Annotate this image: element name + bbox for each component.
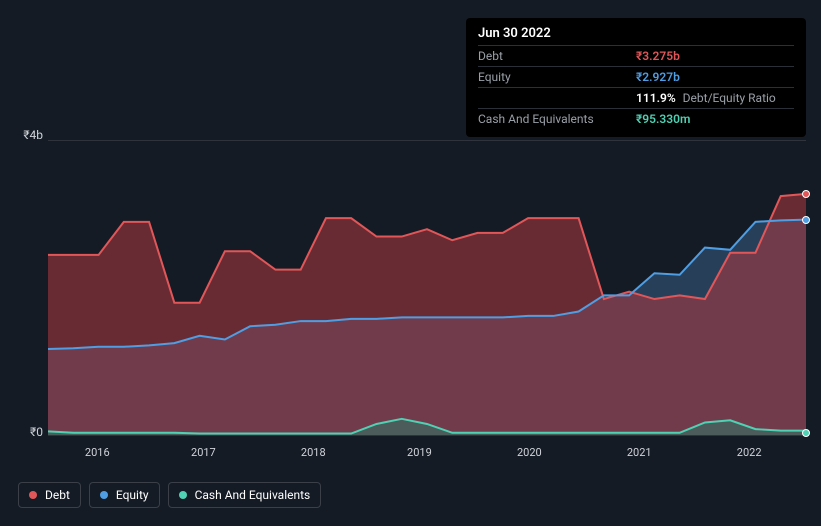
x-axis-label: 2021 — [627, 446, 652, 459]
tooltip-row-value: 111.9% Debt/Equity Ratio — [636, 91, 794, 105]
legend-dot-icon — [179, 491, 187, 499]
tooltip-row: 111.9% Debt/Equity Ratio — [478, 87, 794, 108]
end-dot-cash-and-equivalents — [802, 429, 810, 437]
tooltip-row: Debt₹3.275b — [478, 45, 794, 66]
x-axis-label: 2018 — [301, 446, 326, 459]
tooltip-row-label: Cash And Equivalents — [478, 112, 636, 126]
legend-dot-icon — [100, 491, 108, 499]
x-axis-labels: 2016 2017 2018 2019 2020 2021 2022 — [48, 446, 806, 466]
legend-label: Equity — [116, 488, 149, 502]
legend-dot-icon — [29, 491, 37, 499]
y-axis-bottom-label: ₹0 — [30, 425, 43, 439]
tooltip-row-label — [478, 91, 636, 105]
x-axis-label: 2020 — [517, 446, 542, 459]
x-axis-label: 2017 — [191, 446, 216, 459]
legend-item-debt[interactable]: Debt — [18, 482, 81, 508]
x-axis-label: 2016 — [85, 446, 110, 459]
chart-container: ₹4b ₹0 2016 2017 2018 2019 2020 2021 2022 — [18, 118, 808, 478]
end-dot-equity — [802, 216, 810, 224]
tooltip-row: Equity₹2.927b — [478, 66, 794, 87]
end-dot-debt — [802, 190, 810, 198]
tooltip-row-label: Debt — [478, 49, 636, 63]
tooltip-row-label: Equity — [478, 70, 636, 84]
legend-label: Debt — [45, 488, 70, 502]
legend-label: Cash And Equivalents — [195, 488, 311, 502]
y-axis-top-label: ₹4b — [23, 128, 43, 142]
legend-item-cash-and-equivalents[interactable]: Cash And Equivalents — [168, 482, 322, 508]
tooltip-row-value: ₹95.330m — [636, 112, 794, 126]
legend-item-equity[interactable]: Equity — [89, 482, 160, 508]
tooltip-row-value: ₹3.275b — [636, 49, 794, 63]
legend: Debt Equity Cash And Equivalents — [18, 482, 321, 508]
x-axis-label: 2022 — [737, 446, 762, 459]
x-axis-label: 2019 — [407, 446, 432, 459]
tooltip-date: Jun 30 2022 — [478, 26, 794, 45]
tooltip-row: Cash And Equivalents₹95.330m — [478, 108, 794, 129]
tooltip-row-value: ₹2.927b — [636, 70, 794, 84]
chart-tooltip: Jun 30 2022 Debt₹3.275bEquity₹2.927b111.… — [466, 18, 806, 137]
plot-area[interactable] — [48, 140, 806, 436]
